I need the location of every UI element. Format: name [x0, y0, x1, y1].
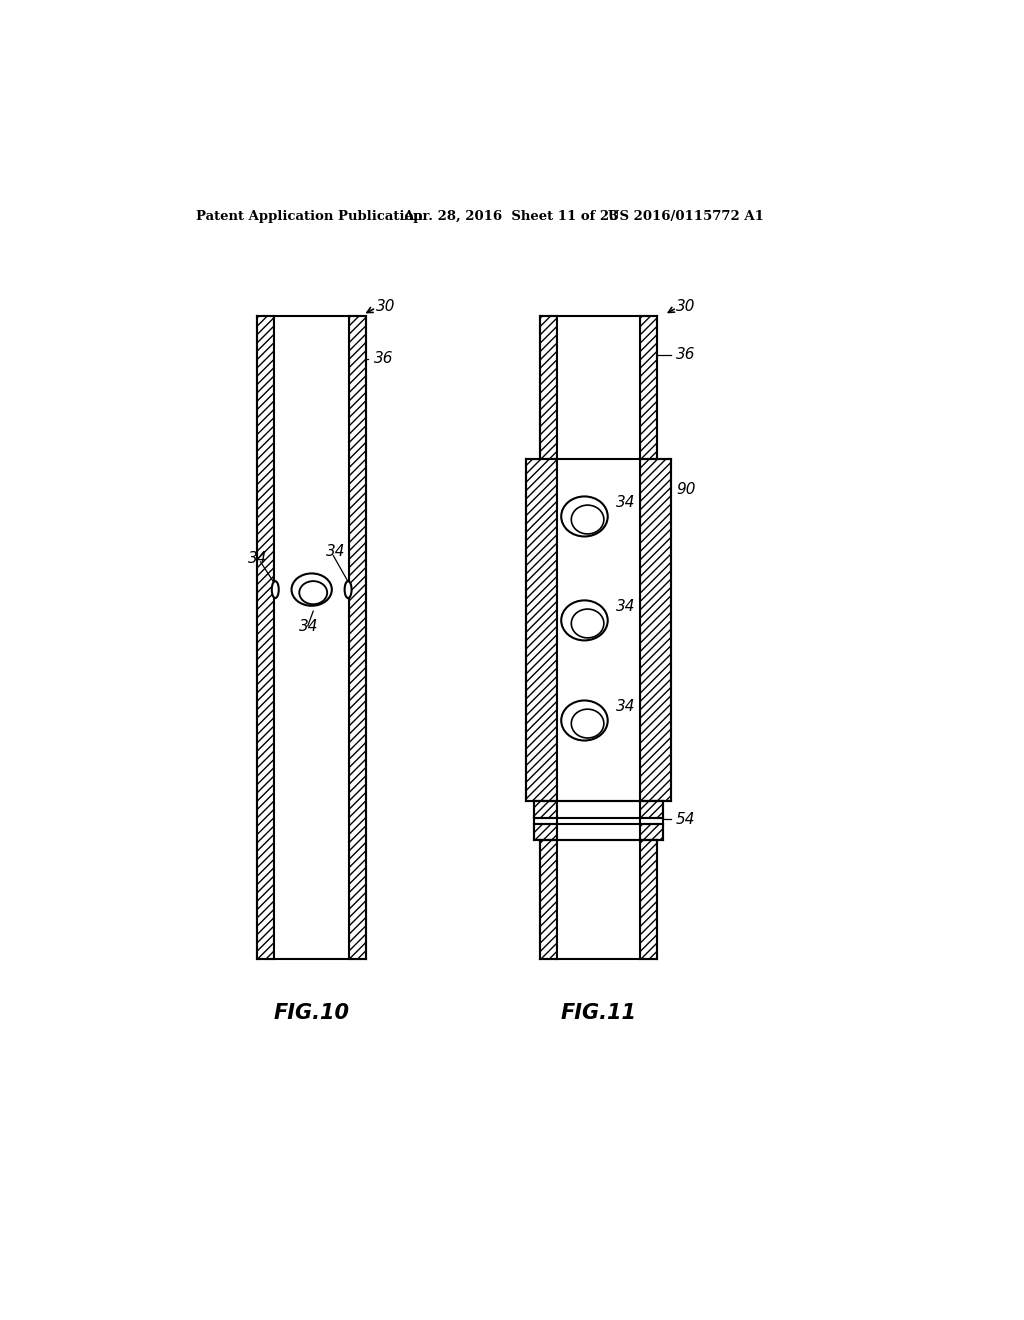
Bar — [557, 459, 640, 801]
Bar — [640, 459, 671, 801]
Text: 34: 34 — [615, 599, 635, 614]
Ellipse shape — [561, 601, 607, 640]
Ellipse shape — [271, 581, 279, 598]
Bar — [640, 317, 656, 459]
Ellipse shape — [299, 581, 328, 605]
Ellipse shape — [571, 506, 604, 535]
Text: 36: 36 — [676, 347, 695, 362]
Bar — [557, 317, 640, 459]
Text: 34: 34 — [615, 700, 635, 714]
Text: 34: 34 — [615, 495, 635, 510]
Text: 34: 34 — [326, 544, 345, 558]
Bar — [640, 840, 656, 960]
Ellipse shape — [571, 709, 604, 738]
Text: 34: 34 — [248, 552, 267, 566]
Bar — [257, 317, 274, 960]
Text: 54: 54 — [676, 812, 695, 826]
Text: 90: 90 — [676, 482, 695, 498]
Bar — [557, 840, 640, 960]
Bar — [526, 459, 557, 801]
Text: Apr. 28, 2016  Sheet 11 of 23: Apr. 28, 2016 Sheet 11 of 23 — [403, 210, 618, 223]
Text: FIG.11: FIG.11 — [560, 1003, 637, 1023]
Bar — [640, 825, 663, 840]
Bar — [557, 825, 640, 840]
Text: FIG.10: FIG.10 — [273, 1003, 349, 1023]
Text: 36: 36 — [375, 351, 394, 366]
Ellipse shape — [561, 701, 607, 741]
Text: 30: 30 — [376, 298, 395, 314]
Text: US 2016/0115772 A1: US 2016/0115772 A1 — [608, 210, 764, 223]
Ellipse shape — [292, 573, 332, 606]
Bar — [535, 801, 557, 818]
Ellipse shape — [345, 581, 351, 598]
Bar — [557, 801, 640, 818]
Bar — [541, 840, 557, 960]
Ellipse shape — [561, 496, 607, 536]
Ellipse shape — [571, 609, 604, 638]
Bar — [535, 825, 557, 840]
Text: 34: 34 — [299, 619, 318, 634]
Bar — [541, 317, 557, 459]
Bar — [349, 317, 366, 960]
Bar — [640, 801, 663, 818]
Text: Patent Application Publication: Patent Application Publication — [197, 210, 423, 223]
Bar — [274, 317, 349, 960]
Text: 30: 30 — [676, 298, 695, 314]
